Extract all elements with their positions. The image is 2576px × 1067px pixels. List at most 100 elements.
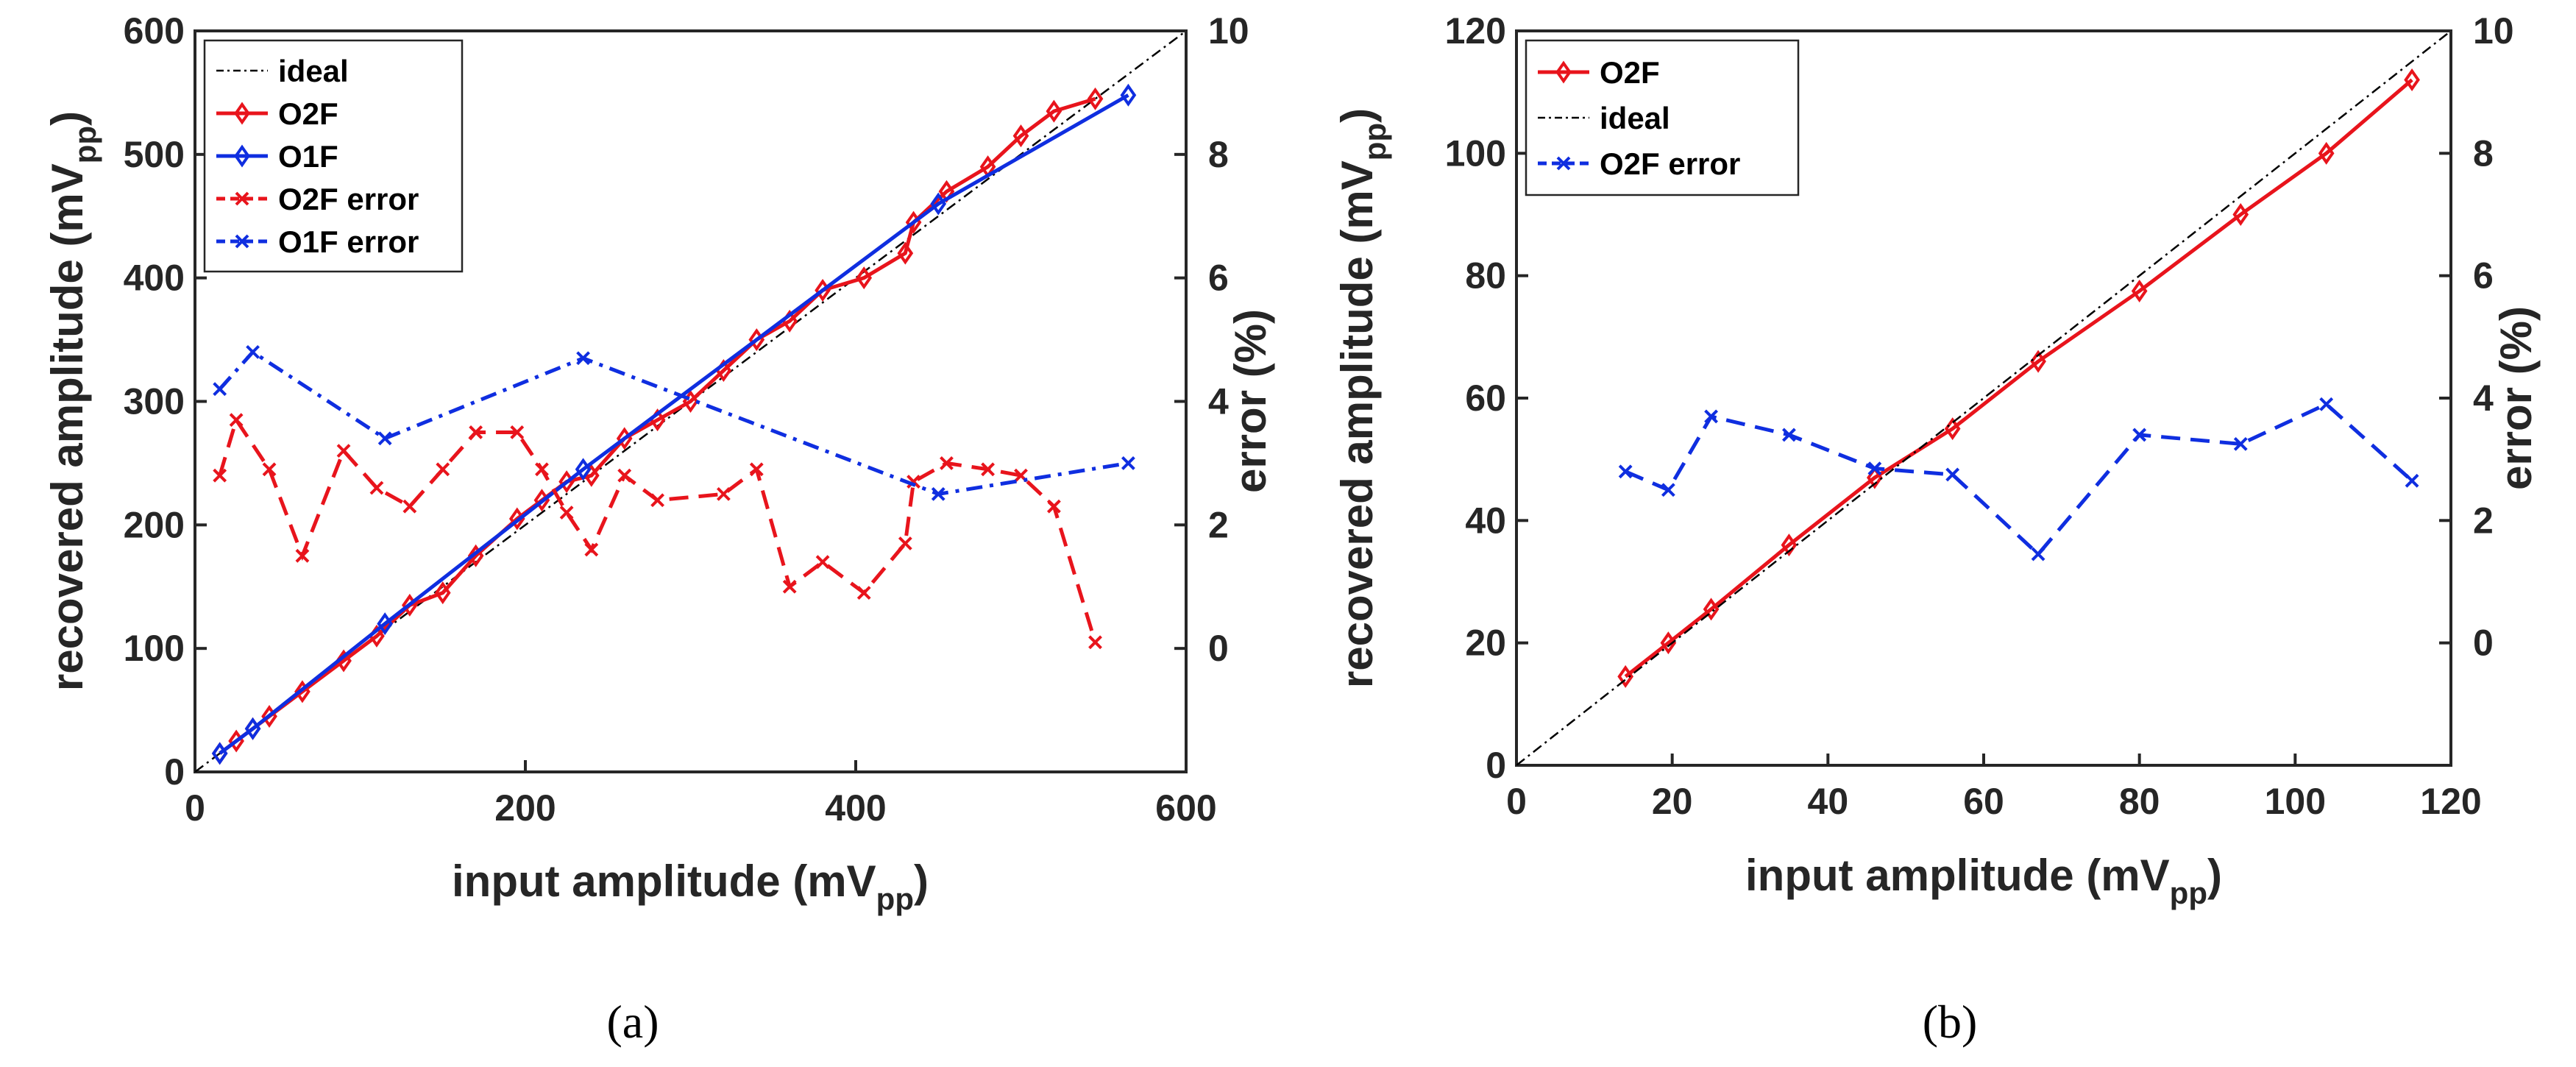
data-point-o2f	[2318, 141, 2335, 165]
y2-axis-ticks-a: 0 2 4 6 8 10	[1174, 10, 1249, 669]
y-tick-label: 200	[124, 504, 185, 545]
y2-tick-label: 4	[2473, 377, 2494, 419]
legend-marker-o2f-error	[1556, 156, 1571, 171]
data-point-o2f-error	[336, 444, 351, 458]
y2-tick-label: 4	[1208, 381, 1229, 422]
data-point-o1f-error	[931, 486, 945, 501]
y2-axis-label-a: error (%)	[1226, 309, 1275, 493]
x-tick-label: 60	[1963, 781, 2004, 822]
y2-tick-label: 10	[1208, 10, 1249, 52]
data-point-o2f-error	[782, 579, 797, 594]
data-point-o2f-error	[559, 506, 574, 520]
y-tick-label: 20	[1465, 623, 1506, 664]
x-axis-ticks-a: 0 200 400 600	[185, 760, 1217, 829]
legend-marker-o2f-error	[235, 191, 249, 206]
x-tick-label: 120	[2420, 781, 2481, 822]
y2-tick-label: 8	[2473, 132, 2494, 174]
legend-b: O2F ideal O2F error	[1525, 39, 1800, 196]
data-point-o2f-error	[1618, 464, 1633, 479]
data-point-o2f	[1087, 87, 1104, 110]
x-axis-label-a: input amplitude (mVpp)	[452, 857, 929, 916]
data-point-o2f	[2131, 279, 2148, 302]
data-point-o2f	[1046, 99, 1062, 123]
x-tick-label: 600	[1155, 787, 1216, 829]
y2-axis-label-b: error (%)	[2491, 306, 2541, 490]
data-point-o2f	[2232, 203, 2249, 226]
y-tick-label: 40	[1465, 500, 1506, 541]
y-axis-label-b: recovered amplitude (mVpp)	[1333, 108, 1392, 688]
legend-marker-o2f	[234, 102, 250, 125]
data-point-o2f	[1660, 631, 1677, 655]
series-line-ideal	[195, 31, 1186, 772]
y2-tick-label: 0	[2473, 623, 2494, 664]
data-point-o2f-error	[584, 542, 599, 557]
data-point-o2f	[1012, 124, 1029, 148]
data-point-o2f-error	[1867, 461, 1882, 476]
legend-label-o1f: O1F	[278, 139, 338, 174]
y-tick-label: 600	[124, 10, 185, 52]
panel-caption-b: (b)	[1923, 996, 1978, 1048]
data-point-o2f-error	[981, 462, 996, 477]
y2-tick-label: 8	[1208, 134, 1229, 175]
y-tick-label: 500	[124, 134, 185, 175]
series-line-ideal	[1516, 31, 2451, 765]
data-point-o2f	[294, 680, 311, 703]
legend-label-o2f-error: O2F error	[1600, 146, 1740, 181]
y-tick-label: 60	[1465, 377, 1506, 419]
x-tick-label: 400	[825, 787, 886, 829]
data-point-o2f-error	[716, 486, 731, 501]
y2-tick-label: 2	[2473, 500, 2494, 541]
data-point-o2f-error	[436, 462, 450, 477]
legend-marker-o1f-error	[235, 234, 249, 249]
y-tick-label: 0	[164, 751, 185, 793]
data-point-o2f	[1866, 466, 1883, 489]
data-point-o2f	[434, 581, 451, 605]
x-tick-label: 0	[185, 787, 205, 829]
data-point-o1f-error	[246, 344, 260, 359]
x-tick-label: 20	[1652, 781, 1693, 822]
data-point-o2f-error	[262, 462, 277, 477]
data-point-o2f-error	[617, 468, 632, 483]
data-point-o2f-error	[749, 462, 764, 477]
y2-tick-label: 10	[2473, 10, 2514, 52]
y2-tick-label: 6	[1208, 258, 1229, 299]
legend-label-o2f-error: O2F error	[278, 182, 419, 216]
y-tick-label: 100	[124, 628, 185, 669]
data-point-o1f	[930, 192, 947, 216]
y-axis-label-a: recovered amplitude (mVpp)	[43, 111, 102, 691]
data-point-o2f-error	[469, 425, 483, 439]
y-tick-label: 300	[124, 381, 185, 422]
data-point-o1f-error	[377, 431, 392, 446]
data-point-o2f	[2030, 350, 2046, 373]
y-tick-label: 400	[124, 258, 185, 299]
y-tick-label: 80	[1465, 255, 1506, 297]
data-point-o2f	[467, 544, 484, 567]
data-point-o1f	[575, 458, 592, 481]
data-point-o2f	[1617, 664, 1634, 688]
data-point-o1f-error	[576, 351, 590, 366]
panel-caption-a: (a)	[606, 996, 659, 1048]
data-point-o2f-error	[1704, 409, 1718, 424]
series-line-o1f	[219, 93, 1129, 755]
y-tick-label: 120	[1445, 10, 1506, 52]
x-tick-label: 80	[2119, 781, 2160, 822]
legend-marker-o2f	[1555, 60, 1572, 84]
data-point-o2f-error	[229, 413, 244, 428]
y-tick-label: 100	[1445, 132, 1506, 174]
series-line-o2f-error	[1625, 402, 2413, 557]
data-point-o2f-error	[535, 462, 549, 477]
data-point-o1f-error	[213, 382, 227, 397]
data-point-o2f	[1703, 598, 1720, 621]
data-point-o2f-error	[898, 536, 912, 550]
data-point-o1f	[211, 742, 228, 765]
legend-label-o1f-error: O1F error	[278, 224, 419, 259]
chart-panel-a: 0 100 200 300 400 500 600 0 2 4 6 8 10 0 200 400 600 i…	[43, 10, 1275, 1048]
data-point-o2f-error	[295, 548, 310, 563]
data-point-o1f	[244, 717, 261, 740]
data-point-o1f	[377, 612, 394, 636]
y-tick-label: 0	[1486, 745, 1506, 786]
data-point-o2f-error	[2233, 436, 2248, 451]
data-point-o2f	[856, 266, 873, 290]
